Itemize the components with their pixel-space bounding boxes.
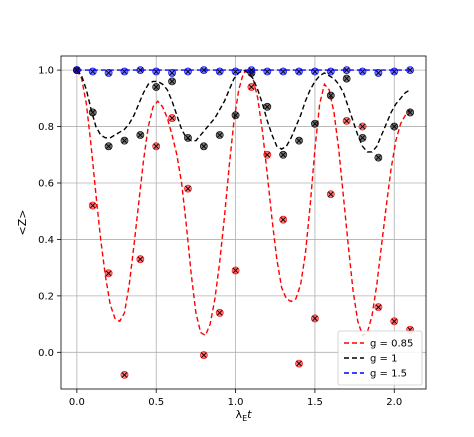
y-tick-label: 0.4: [38, 235, 54, 246]
data-point: [168, 114, 176, 122]
legend: g = 0.85 g = 1 g = 1.5: [337, 330, 423, 386]
ticks: 0.0 0.5 1.0 1.5 2.0 0.0 0.2 0.4 0.6 0.8 1.0: [38, 66, 402, 408]
legend-label: g = 1.5: [370, 369, 407, 380]
data-point: [231, 67, 240, 76]
data-point: [342, 74, 351, 83]
y-tick-label: 0.6: [38, 178, 54, 189]
data-point: [279, 67, 288, 76]
series-layer: [72, 66, 415, 379]
data-point: [295, 67, 303, 76]
data-point: [168, 77, 176, 86]
data-point: [120, 136, 129, 145]
data-point: [199, 142, 208, 151]
data-point: [342, 117, 351, 125]
data-point: [406, 108, 415, 117]
data-point: [215, 131, 224, 139]
data-point: [136, 255, 145, 264]
data-point: [295, 359, 303, 368]
legend-item: g = 0.85: [344, 339, 413, 350]
y-axis-label: <Z>: [16, 210, 29, 236]
x-axis-label: λEt: [236, 408, 253, 423]
data-point: [88, 201, 97, 210]
data-point: [152, 67, 161, 76]
data-point: [279, 150, 288, 159]
data-point: [184, 184, 192, 193]
data-point: [231, 111, 240, 120]
data-point: [311, 67, 319, 76]
data-point: [358, 133, 367, 142]
data-point: [279, 215, 288, 224]
data-point: [295, 136, 303, 145]
data-point: [358, 122, 367, 131]
data-point: [104, 69, 113, 77]
series-line: [76, 69, 411, 153]
x-tick-label: 0.0: [69, 397, 85, 408]
y-tick-label: 1.0: [38, 66, 54, 77]
series-3: [72, 66, 415, 77]
data-point: [263, 102, 272, 111]
data-point: [263, 67, 272, 76]
data-point: [104, 142, 113, 151]
legend-label: g = 0.85: [370, 339, 413, 350]
legend-item: g = 1: [344, 354, 397, 365]
x-tick-label: 2.0: [386, 397, 402, 408]
data-point: [326, 91, 335, 100]
data-point: [120, 67, 129, 76]
data-point: [104, 269, 113, 278]
y-tick-label: 0.0: [38, 348, 54, 359]
data-point: [152, 142, 161, 151]
data-point: [199, 351, 208, 360]
data-point: [390, 317, 399, 326]
data-point: [374, 153, 383, 162]
data-point: [374, 69, 383, 77]
data-point: [374, 303, 383, 312]
data-point: [215, 67, 224, 76]
y-tick-label: 0.8: [38, 122, 54, 133]
data-point: [88, 67, 97, 76]
y-tick-label: 0.2: [38, 291, 54, 302]
data-point: [390, 67, 399, 76]
legend-label: g = 1: [370, 354, 397, 365]
data-point: [311, 314, 319, 323]
data-point: [136, 131, 145, 139]
data-point: [168, 69, 176, 77]
x-tick-label: 1.5: [307, 397, 323, 408]
series-2: [72, 66, 415, 162]
legend-item: g = 1.5: [344, 369, 407, 380]
legend-box: [337, 330, 423, 386]
series-line: [76, 69, 411, 337]
data-point: [358, 67, 367, 76]
data-point: [311, 119, 319, 128]
data-point: [72, 66, 81, 75]
plot-frame: [60, 55, 427, 390]
data-point: [184, 67, 192, 76]
x-tick-label: 1.0: [228, 397, 244, 408]
data-point: [215, 308, 224, 317]
data-point: [326, 67, 335, 76]
data-point: [390, 122, 399, 131]
data-point: [247, 83, 256, 91]
x-tick-label: 0.5: [148, 397, 164, 408]
data-point: [152, 83, 161, 91]
data-point: [120, 370, 129, 379]
data-point: [231, 266, 240, 275]
data-point: [326, 190, 335, 199]
